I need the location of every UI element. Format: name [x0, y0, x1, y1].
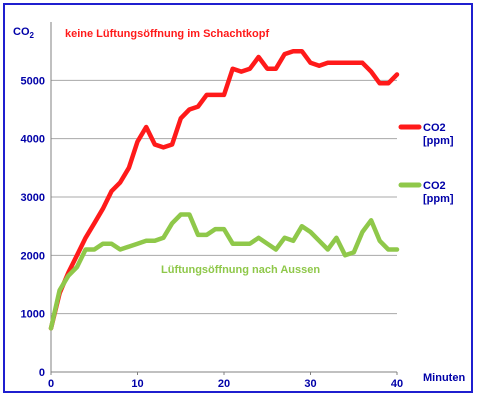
chart-frame: 0 1000 2000 3000 4000 5000 0 10 20 30 40 CO2 [ppm]… [3, 3, 473, 393]
legend-label-green: CO2 [423, 180, 446, 192]
x-tick-label-20: 20 [218, 378, 230, 390]
x-tick-label-30: 30 [304, 378, 316, 390]
x-tick-labels: 0 10 20 30 40 [48, 378, 403, 390]
x-tick-label-10: 10 [131, 378, 143, 390]
legend-label-red: CO2 [423, 122, 446, 134]
legend: CO2[ppm]CO2[ppm] [398, 122, 454, 205]
x-axis-label: Minuten [423, 372, 465, 384]
grid-lines [51, 79, 397, 315]
series-line-green [48, 212, 400, 331]
annotation-no-vent: keine Lüftungsöffnung im Schachtkopf [65, 28, 269, 40]
x-tick-label-0: 0 [48, 378, 54, 390]
y-tick-label-3000: 3000 [21, 192, 45, 204]
axes [50, 22, 398, 375]
y-axis-label: CO2 [13, 26, 35, 40]
series-line-red [48, 48, 400, 331]
legend-unit-red: [ppm] [423, 135, 454, 147]
y-tick-label-1000: 1000 [21, 309, 45, 321]
x-tick-label-40: 40 [391, 378, 403, 390]
series-lines [48, 48, 400, 331]
y-tick-label-2000: 2000 [21, 250, 45, 262]
y-tick-label-0: 0 [39, 367, 45, 379]
y-tick-label-4000: 4000 [21, 134, 45, 146]
legend-unit-green: [ppm] [423, 193, 454, 205]
annotation-vent-outside: Lüftungsöffnung nach Aussen [161, 264, 320, 276]
y-tick-label-5000: 5000 [21, 75, 45, 87]
y-tick-labels: 0 1000 2000 3000 4000 5000 [21, 75, 45, 379]
